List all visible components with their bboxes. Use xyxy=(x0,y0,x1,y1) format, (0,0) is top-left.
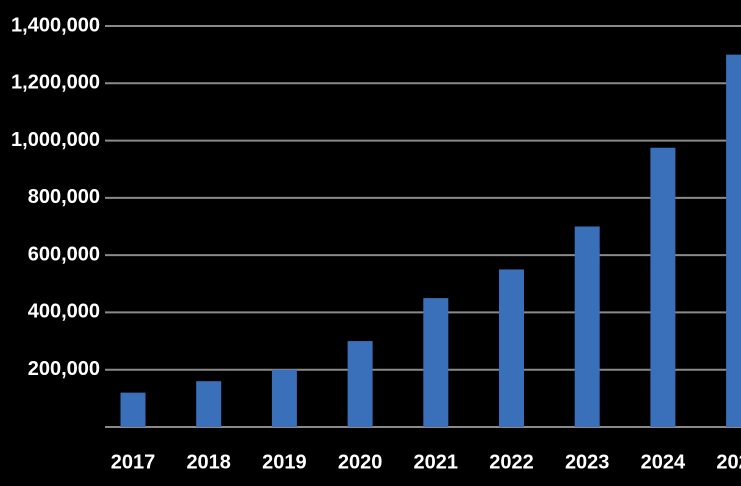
bar xyxy=(650,147,676,427)
x-tick-label: 2021 xyxy=(414,451,459,473)
y-tick-label: 1,200,000 xyxy=(11,72,100,94)
bar xyxy=(271,369,297,427)
y-tick-label: 400,000 xyxy=(28,301,100,323)
x-tick-label: 2017 xyxy=(111,451,156,473)
bar xyxy=(347,341,373,427)
y-tick-label: 1,400,000 xyxy=(11,14,100,36)
x-tick-label: 2019 xyxy=(262,451,307,473)
x-tick-label: 2023 xyxy=(565,451,610,473)
bar xyxy=(499,269,524,427)
y-tick-label: 1,000,000 xyxy=(11,129,100,151)
bar xyxy=(196,381,222,427)
x-tick-label: 2022 xyxy=(489,451,534,473)
y-tick-label: 600,000 xyxy=(28,243,100,265)
x-tick-label: 2020 xyxy=(338,451,383,473)
y-tick-label: 800,000 xyxy=(28,186,100,208)
bar xyxy=(574,226,600,427)
bar xyxy=(120,392,146,427)
bar xyxy=(423,298,449,427)
bar xyxy=(726,54,741,428)
x-tick-label: 2018 xyxy=(186,451,231,473)
x-tick-label: 2025 xyxy=(716,451,741,473)
x-tick-label: 2024 xyxy=(641,451,686,473)
y-tick-label: 200,000 xyxy=(28,358,100,380)
